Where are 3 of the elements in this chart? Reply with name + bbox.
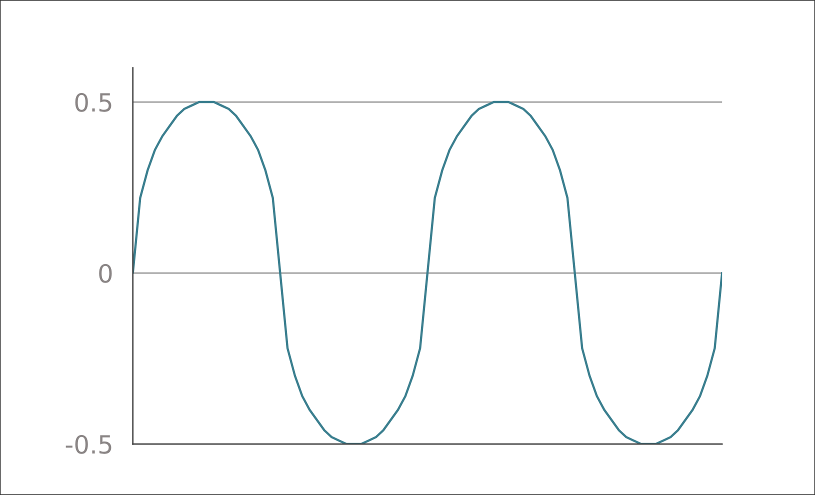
y-tick-label: -0.5 (66, 434, 112, 454)
y-tick-label: 0.5 (75, 92, 112, 112)
y-tick-label: 0 (99, 264, 112, 283)
